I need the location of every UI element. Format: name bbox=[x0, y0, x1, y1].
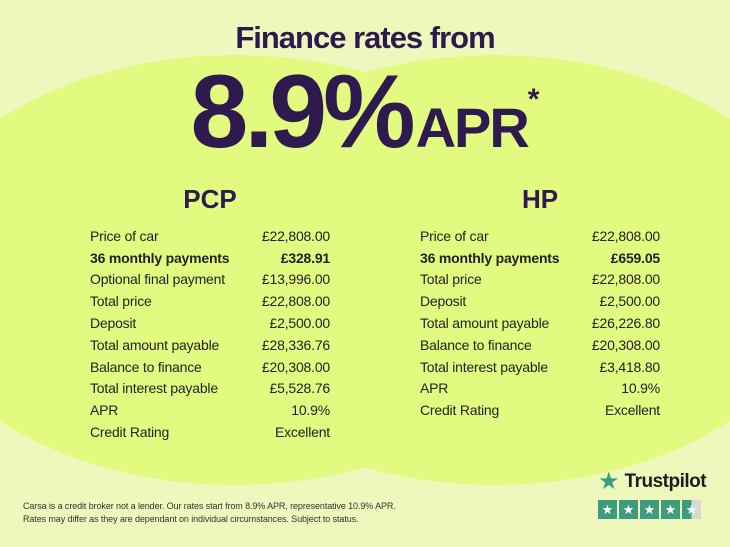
hp-table-rows: Price of car £22,808.00 36 monthly payme… bbox=[420, 225, 660, 421]
star-icon: ★ bbox=[664, 502, 677, 517]
trustpilot-badge[interactable]: ★ Trustpilot ★ ★ ★ ★ ★ bbox=[598, 468, 707, 519]
disclaimer-line-2: Rates may differ as they are dependant o… bbox=[23, 513, 359, 524]
star-icon: ★ bbox=[643, 502, 656, 517]
banner-title: Finance rates from bbox=[235, 20, 495, 55]
table-row: Deposit £2,500.00 bbox=[90, 312, 330, 334]
pcp-table-title: PCP bbox=[183, 184, 237, 214]
row-value: £20,308.00 bbox=[591, 336, 660, 353]
table-row: Total amount payable £26,226.80 bbox=[420, 312, 660, 334]
pcp-table: PCP Price of car £22,808.00 36 monthly p… bbox=[90, 185, 330, 443]
row-value: Excellent bbox=[604, 402, 660, 419]
row-value: £26,226.80 bbox=[591, 315, 660, 332]
disclaimer-text: Carsa is a credit broker not a lender. O… bbox=[23, 500, 403, 525]
hp-table-title: HP bbox=[521, 184, 559, 214]
row-value: £22,808.00 bbox=[591, 227, 660, 244]
table-row: Balance to finance £20,308.00 bbox=[90, 356, 330, 378]
table-row: Price of car £22,808.00 bbox=[420, 225, 660, 247]
row-value: £22,808.00 bbox=[591, 271, 660, 288]
row-value: 10.9% bbox=[621, 380, 660, 397]
table-row: APR 10.9% bbox=[420, 378, 660, 400]
rating-star-box: ★ bbox=[598, 500, 617, 519]
table-row: Total amount payable £28,336.76 bbox=[90, 334, 330, 356]
table-row: Credit Rating Excellent bbox=[420, 399, 660, 421]
disclaimer-line-1: Carsa is a credit broker not a lender. O… bbox=[23, 501, 396, 511]
row-label: Total amount payable bbox=[90, 336, 220, 353]
table-row: Deposit £2,500.00 bbox=[420, 290, 660, 312]
row-label: Total amount payable bbox=[420, 315, 550, 332]
trustpilot-rating-stars: ★ ★ ★ ★ ★ bbox=[598, 500, 706, 519]
rating-star-box-half: ★ bbox=[682, 500, 701, 519]
row-label: Price of car bbox=[90, 227, 159, 244]
row-label: 36 monthly payments bbox=[90, 249, 230, 266]
rating-star-box: ★ bbox=[619, 500, 638, 519]
row-value: £28,336.76 bbox=[261, 336, 330, 353]
row-value: £659.05 bbox=[610, 249, 660, 266]
row-label: Total price bbox=[420, 271, 482, 288]
apr-asterisk: * bbox=[527, 83, 540, 116]
apr-label: APR bbox=[415, 96, 530, 159]
row-value: £3,418.80 bbox=[599, 358, 661, 375]
table-row: Credit Rating Excellent bbox=[90, 421, 330, 443]
row-label: 36 monthly payments bbox=[420, 249, 560, 266]
row-label: Credit Rating bbox=[420, 402, 500, 419]
row-value: £13,996.00 bbox=[261, 271, 330, 288]
row-label: Total price bbox=[90, 293, 152, 310]
row-label: Credit Rating bbox=[90, 424, 170, 441]
row-label: Total interest payable bbox=[420, 358, 548, 375]
row-label: Deposit bbox=[420, 293, 467, 310]
row-label: Deposit bbox=[90, 315, 137, 332]
star-icon: ★ bbox=[685, 502, 698, 517]
rating-star-box: ★ bbox=[640, 500, 659, 519]
trustpilot-wordmark: Trustpilot bbox=[624, 471, 707, 492]
table-row: Total price £22,808.00 bbox=[90, 290, 330, 312]
star-icon: ★ bbox=[601, 502, 614, 517]
pcp-table-rows: Price of car £22,808.00 36 monthly payme… bbox=[90, 225, 330, 443]
rate-value: 8.9% bbox=[190, 54, 416, 170]
row-value: Excellent bbox=[274, 424, 330, 441]
row-label: Balance to finance bbox=[420, 336, 532, 353]
row-value: £22,808.00 bbox=[261, 293, 330, 310]
row-value: £2,500.00 bbox=[599, 293, 661, 310]
row-label: Total interest payable bbox=[90, 380, 218, 397]
hp-table: HP Price of car £22,808.00 36 monthly pa… bbox=[420, 185, 660, 421]
row-value: £5,528.76 bbox=[269, 380, 331, 397]
row-value: £20,308.00 bbox=[261, 358, 330, 375]
headline-rate: 8.9%APR* bbox=[0, 50, 730, 193]
trustpilot-header: ★ Trustpilot bbox=[598, 468, 707, 495]
row-label: Balance to finance bbox=[90, 358, 202, 375]
row-label: Optional final payment bbox=[90, 271, 225, 288]
row-value: 10.9% bbox=[291, 402, 330, 419]
table-row: Total interest payable £5,528.76 bbox=[90, 378, 330, 400]
row-label: Price of car bbox=[420, 227, 489, 244]
table-row: 36 monthly payments £328.91 bbox=[90, 247, 330, 269]
trustpilot-star-icon: ★ bbox=[598, 468, 620, 495]
row-label: APR bbox=[420, 380, 449, 397]
row-value: £22,808.00 bbox=[261, 227, 330, 244]
rating-star-box: ★ bbox=[661, 500, 680, 519]
background-blob-right bbox=[165, 55, 730, 485]
table-row: Total interest payable £3,418.80 bbox=[420, 356, 660, 378]
table-row: Total price £22,808.00 bbox=[420, 269, 660, 291]
table-row: Price of car £22,808.00 bbox=[90, 225, 330, 247]
table-row: APR 10.9% bbox=[90, 399, 330, 421]
row-value: £2,500.00 bbox=[269, 315, 331, 332]
table-row: Balance to finance £20,308.00 bbox=[420, 334, 660, 356]
table-row: Optional final payment £13,996.00 bbox=[90, 269, 330, 291]
star-icon: ★ bbox=[622, 502, 635, 517]
table-row: 36 monthly payments £659.05 bbox=[420, 247, 660, 269]
row-value: £328.91 bbox=[280, 249, 330, 266]
row-label: APR bbox=[90, 402, 119, 419]
